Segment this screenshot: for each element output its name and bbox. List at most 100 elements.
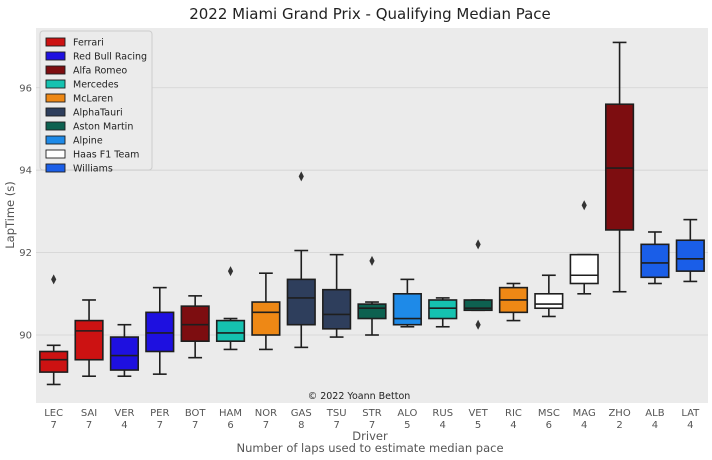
box-iqr <box>74 319 104 361</box>
x-tick-driver: STR <box>362 408 381 419</box>
box-iqr <box>604 103 635 231</box>
box-iqr <box>640 243 670 279</box>
legend-label: Alfa Romeo <box>73 66 127 77</box>
x-axis-sublabel: Number of laps used to estimate median p… <box>236 441 503 455</box>
outlier-point <box>369 255 375 266</box>
box-iqr <box>145 311 175 353</box>
x-tick-laps: 8 <box>298 420 304 431</box>
legend-swatch <box>45 65 66 75</box>
box-zho <box>604 41 635 293</box>
box-rus <box>428 297 458 328</box>
legend-item: AlphaTauri <box>45 107 123 119</box>
x-tick-driver: NOR <box>255 408 277 419</box>
x-tick-driver: VER <box>114 408 134 419</box>
x-tick-driver: RIC <box>505 408 522 419</box>
box-series <box>39 41 705 386</box>
box-iqr <box>392 292 422 326</box>
box-str <box>357 255 387 336</box>
legend-item: Alpine <box>45 135 103 147</box>
legend-swatch <box>45 93 66 103</box>
legend-label: Haas F1 Team <box>73 150 139 161</box>
x-tick-driver: RUS <box>432 408 453 419</box>
x-tick-driver: BOT <box>185 408 207 419</box>
box-iqr <box>322 288 352 330</box>
x-tick-laps: 6 <box>227 420 233 431</box>
x-tick-driver: SAI <box>81 408 97 419</box>
x-tick-labels: LEC7SAI7VER4PER7BOT7HAM6NOR7GAS8TSU7STR7… <box>44 408 700 431</box>
x-tick-laps: 2 <box>616 420 622 431</box>
x-axis-label: Driver <box>352 429 388 443</box>
legend-label: AlphaTauri <box>73 108 123 119</box>
legend-label: Mercedes <box>73 80 119 91</box>
box-iqr <box>428 299 458 320</box>
legend-item: Haas F1 Team <box>45 149 139 161</box>
chart-title: 2022 Miami Grand Prix - Qualifying Media… <box>189 5 551 23</box>
legend-swatch <box>45 149 66 159</box>
x-tick-driver: MSC <box>538 408 560 419</box>
legend-item: Red Bull Racing <box>45 52 147 63</box>
x-tick-driver: LEC <box>44 408 63 419</box>
x-tick-laps: 4 <box>440 420 446 431</box>
legend: Ferrari Red Bull Racing Alfa Romeo Mercedes… <box>39 30 153 175</box>
legend-label: Ferrari <box>73 38 104 49</box>
x-tick-laps: 7 <box>369 420 375 431</box>
legend-swatch <box>45 79 66 89</box>
y-axis-label: LapTime (s) <box>3 181 17 249</box>
box-iqr <box>675 239 705 272</box>
box-alo <box>392 278 422 328</box>
x-tick-laps: 4 <box>652 420 658 431</box>
y-tick-label: 94 <box>19 166 32 177</box>
outlier-point <box>227 266 234 277</box>
legend-label: Alpine <box>73 136 103 147</box>
x-tick-laps: 7 <box>333 420 339 431</box>
legend-swatch <box>45 163 66 173</box>
x-tick-laps: 6 <box>546 420 552 431</box>
legend-item: Aston Martin <box>45 122 133 133</box>
box-per <box>145 286 175 375</box>
legend-swatch <box>45 135 66 145</box>
box-lat <box>675 218 705 283</box>
box-lec <box>39 274 69 386</box>
x-tick-driver: VET <box>468 408 488 419</box>
x-tick-driver: ALO <box>397 408 417 419</box>
legend-label: Aston Martin <box>73 122 133 133</box>
y-tick-labels: 90 92 94 96 <box>19 83 32 341</box>
box-iqr <box>39 350 69 373</box>
box-iqr <box>357 303 387 320</box>
y-tick-label: 96 <box>19 83 32 94</box>
x-tick-laps: 7 <box>263 420 269 431</box>
legend-item: Ferrari <box>45 38 104 49</box>
x-tick-laps: 4 <box>121 420 127 431</box>
x-tick-driver: ZHO <box>608 408 630 419</box>
legend-item: Williams <box>45 163 113 175</box>
box-sai <box>74 299 104 378</box>
x-tick-laps: 4 <box>581 420 587 431</box>
legend-swatch <box>45 107 66 117</box>
box-nor <box>251 272 281 351</box>
x-tick-laps: 7 <box>157 420 163 431</box>
box-ver <box>109 323 140 378</box>
x-tick-driver: GAS <box>291 408 312 419</box>
box-vet <box>463 239 493 330</box>
legend-frame <box>39 30 153 171</box>
x-tick-laps: 5 <box>475 420 481 431</box>
box-iqr <box>569 253 599 285</box>
box-ric <box>498 282 529 322</box>
box-ham <box>215 266 246 351</box>
legend-item: Mercedes <box>45 79 119 91</box>
legend-label: Red Bull Racing <box>73 52 147 63</box>
x-tick-driver: ALB <box>645 408 664 419</box>
x-tick-laps: 7 <box>192 420 198 431</box>
legend-item: Alfa Romeo <box>45 65 127 77</box>
x-tick-laps: 4 <box>687 420 693 431</box>
legend-label: Williams <box>73 164 113 175</box>
box-iqr <box>215 319 246 342</box>
box-iqr <box>251 301 281 336</box>
x-tick-driver: HAM <box>219 408 242 419</box>
outlier-point <box>475 239 481 250</box>
outlier-point <box>298 171 304 182</box>
box-bot <box>180 295 210 359</box>
outlier-point <box>51 274 57 285</box>
credit-text: © 2022 Yoann Betton <box>308 391 411 402</box>
